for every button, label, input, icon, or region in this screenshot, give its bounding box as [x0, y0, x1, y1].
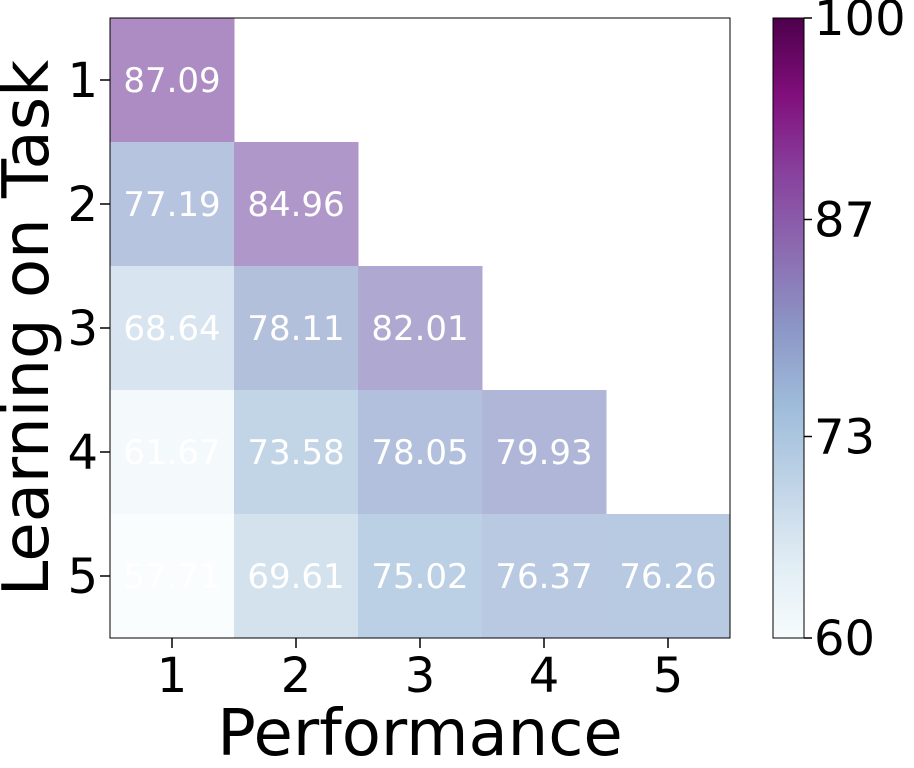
- heatmap-cell-r3-c2: [234, 266, 359, 391]
- x-tick-label-1: 1: [157, 648, 188, 704]
- y-axis-label: Learning on Task: [0, 60, 64, 596]
- y-axis-ticks: 1 2 3 4 5: [67, 53, 110, 605]
- cell-value-label-r3-c2: 78.11: [247, 309, 344, 349]
- heatmap-cell-r5-c1: [110, 514, 235, 639]
- heatmap-cell-r5-c2: [234, 514, 359, 639]
- cell-value-label-r3-c1: 68.64: [123, 309, 220, 349]
- x-tick-label-4: 4: [529, 648, 560, 704]
- cell-value-label-r4-c1: 61.67: [123, 433, 220, 473]
- heatmap-cells: [110, 18, 731, 639]
- heatmap-cell-r3-c1: [110, 266, 235, 391]
- x-tick-label-3: 3: [405, 648, 436, 704]
- colorbar-ticks: 60 73 87 100: [804, 0, 906, 667]
- y-tick-label-4: 4: [67, 425, 98, 481]
- x-axis-label: Performance: [217, 697, 623, 768]
- cell-value-label-r5-c2: 69.61: [247, 557, 344, 597]
- heatmap-cell-labels: 87.09 77.19 84.96 68.64 78.11 82.01 61.67 73.58…: [123, 61, 716, 597]
- colorbar: [772, 17, 805, 639]
- y-tick-label-1: 1: [67, 53, 98, 109]
- cell-value-label-r4-c2: 73.58: [247, 433, 344, 473]
- heatmap-cell-r5-c3: [358, 514, 483, 639]
- cell-value-label-r2-c1: 77.19: [123, 185, 220, 225]
- heatmap-cell-r1-c1: [110, 18, 235, 143]
- y-tick-label-3: 3: [67, 301, 98, 357]
- cell-value-label-r4-c3: 78.05: [371, 433, 468, 473]
- cell-value-label-r4-c4: 79.93: [495, 433, 592, 473]
- cell-value-label-r5-c1: 57.71: [123, 557, 220, 597]
- colorbar-tick-label-73: 73: [814, 410, 875, 466]
- colorbar-tick-label-100: 100: [814, 0, 906, 47]
- x-tick-label-2: 2: [281, 648, 312, 704]
- heatmap-cell-r2-c2: [234, 142, 359, 267]
- colorbar-tick-label-60: 60: [814, 611, 875, 667]
- y-tick-label-2: 2: [67, 177, 98, 233]
- colorbar-tick-label-87: 87: [814, 193, 875, 249]
- heatmap-cell-r4-c2: [234, 390, 359, 515]
- cell-value-label-r3-c3: 82.01: [371, 309, 468, 349]
- cell-value-label-r2-c2: 84.96: [247, 185, 344, 225]
- heatmap-cell-r3-c3: [358, 266, 483, 391]
- x-tick-label-5: 5: [653, 648, 684, 704]
- cell-value-label-r1-c1: 87.09: [123, 61, 220, 101]
- heatmap-cell-r5-c4: [482, 514, 607, 639]
- heatmap-cell-r4-c4: [482, 390, 607, 515]
- cell-value-label-r5-c4: 76.37: [495, 557, 592, 597]
- heatmap-cell-r5-c5: [606, 514, 731, 639]
- cell-value-label-r5-c5: 76.26: [619, 557, 716, 597]
- x-axis-ticks: 1 2 3 4 5: [157, 638, 684, 704]
- heatmap-cell-r4-c1: [110, 390, 235, 515]
- cell-value-label-r5-c3: 75.02: [371, 557, 468, 597]
- heatmap-cell-r2-c1: [110, 142, 235, 267]
- heatmap-cell-r4-c3: [358, 390, 483, 515]
- y-tick-label-5: 5: [67, 549, 98, 605]
